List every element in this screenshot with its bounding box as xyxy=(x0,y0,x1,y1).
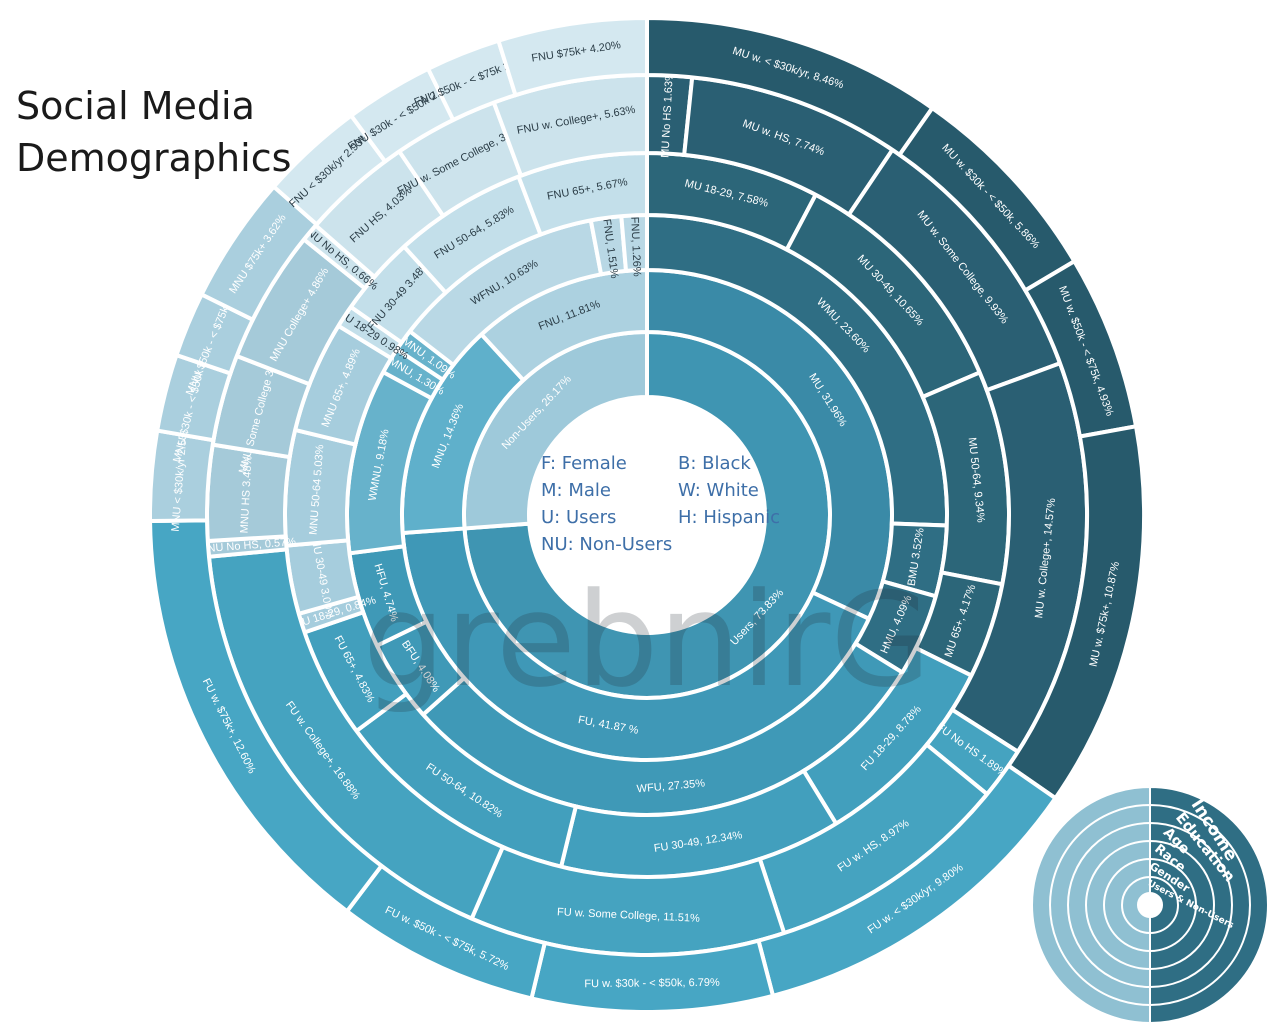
segment-race-0: WMU, 23.60% xyxy=(645,212,949,528)
chart-title-line-1: Social Media xyxy=(16,84,255,128)
segment-label: HFNU, 1.26% xyxy=(628,209,643,278)
legend-entry-0: F: Female xyxy=(541,453,627,474)
chart-rings: Users, 73.83%Non-Users, 26.17% MU, 31.96%… xyxy=(148,15,1146,1014)
segment-race-10: BFNU, 1.51% xyxy=(588,211,629,279)
chart-title-line-2: Demographics xyxy=(16,136,292,180)
segment-race-9: WFNU, 10.63% xyxy=(407,217,604,368)
watermark: grebnirG xyxy=(363,564,931,716)
key-ring-left-6 xyxy=(1137,891,1151,919)
segment-race-11: HFNU, 1.26% xyxy=(619,209,649,278)
legend: F: Female M: Male U: Users NU: Non-Users B: … xyxy=(541,453,780,555)
key-ring-left-5 xyxy=(1121,875,1151,935)
segment-label: FU w. $30k - < $50k, 6.79% xyxy=(584,977,720,990)
segment-label: WFU, 27.35% xyxy=(636,777,705,795)
segment-income-11: MNU $75k+ 3.62% xyxy=(198,183,320,323)
segment-education-3: MU w. College+, 14.57% xyxy=(949,360,1089,755)
segment-income-15: FNU $75k+ 4.20% xyxy=(495,15,649,98)
segment-label: MU No HS 1.63% xyxy=(659,71,675,159)
legend-entry-5: W: White xyxy=(678,480,759,501)
legend-entry-3: NU: Non-Users xyxy=(541,534,672,555)
legend-entry-2: U: Users xyxy=(541,507,616,528)
legend-entry-4: B: Black xyxy=(678,453,751,474)
key-ring-right-6 xyxy=(1149,891,1163,919)
segment-income-5: FU w. $30k - < $50k, 6.79% xyxy=(529,938,776,1014)
legend-entry-1: M: Male xyxy=(541,480,611,501)
segment-age-10: MNU 50-64 5.03% xyxy=(283,427,358,548)
segment-shape xyxy=(495,15,649,98)
segment-income-8: MNU < $30k/yr 2.53% xyxy=(148,423,216,532)
chart-title: Social Media Demographics xyxy=(16,80,291,184)
legend-entry-6: H: Hispanic xyxy=(678,507,780,528)
key-ring-right-5 xyxy=(1149,875,1179,935)
segment-label: MNU HS 3.48% xyxy=(239,455,255,533)
segment-education-15: FNU w. College+, 5.63% xyxy=(491,72,649,179)
